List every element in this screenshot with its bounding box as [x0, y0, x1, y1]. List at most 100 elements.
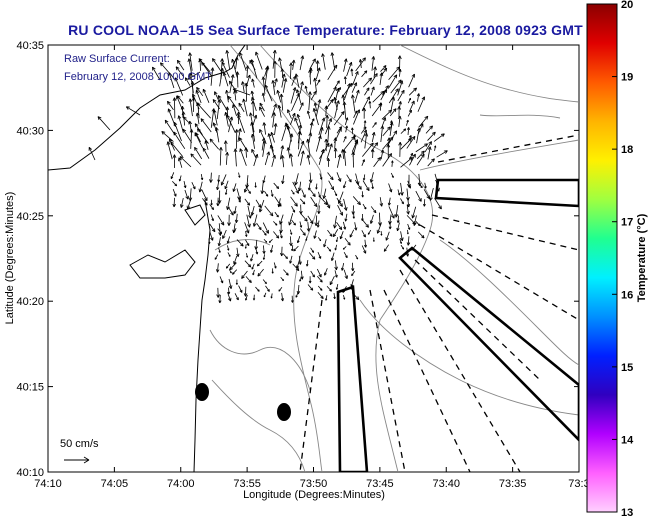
current-vector — [343, 295, 346, 300]
current-vector — [333, 215, 337, 229]
current-vector — [379, 197, 384, 207]
current-vector — [217, 228, 223, 235]
current-vector — [400, 244, 405, 250]
current-vector — [191, 182, 196, 190]
current-vector — [289, 112, 296, 125]
current-vector — [434, 145, 437, 151]
current-vector — [172, 97, 177, 119]
current-vector — [380, 125, 385, 143]
current-vector — [336, 172, 342, 182]
current-vector — [388, 66, 400, 80]
current-vector — [274, 211, 279, 218]
current-vector — [243, 286, 248, 297]
current-vector — [241, 81, 245, 93]
current-vector — [252, 214, 258, 227]
current-vector — [308, 69, 312, 85]
current-vector — [277, 104, 282, 118]
current-vector — [194, 132, 204, 149]
current-vector — [222, 72, 229, 87]
current-vector — [212, 58, 222, 71]
current-vector — [417, 96, 426, 112]
current-vector — [380, 149, 385, 160]
current-vector — [399, 238, 403, 244]
current-vector — [361, 159, 365, 166]
colorbar-label: Temperature (°C) — [636, 213, 648, 302]
current-vector — [398, 68, 402, 77]
current-vector — [309, 58, 316, 70]
current-vector — [235, 279, 239, 285]
current-vector — [313, 230, 317, 239]
current-vector — [218, 247, 221, 253]
current-vector — [397, 89, 405, 102]
current-vector — [315, 135, 322, 152]
current-vector — [417, 231, 425, 239]
current-vector — [225, 152, 229, 165]
x-tick-label: 73:50 — [300, 478, 328, 490]
current-vector — [389, 121, 394, 137]
current-vector — [287, 109, 292, 119]
current-vector — [219, 276, 224, 284]
current-vector — [330, 252, 335, 261]
current-vector — [236, 239, 244, 247]
current-vector — [219, 147, 223, 166]
current-vector — [243, 183, 249, 193]
current-vector — [363, 120, 367, 127]
x-axis-ticks: 74:10 74:05 74:00 73:55 73:50 73:45 73:40 73:35… — [34, 45, 590, 490]
colorbar-tick-label: 19 — [621, 72, 633, 84]
current-vector — [200, 118, 212, 133]
current-vector — [371, 182, 374, 190]
current-vector — [196, 102, 211, 119]
current-vector — [337, 153, 342, 168]
current-vector — [314, 215, 319, 226]
current-vector — [323, 268, 328, 276]
current-vector — [334, 244, 338, 251]
current-vector — [217, 237, 222, 247]
current-vector — [400, 231, 404, 242]
current-vector — [371, 132, 376, 143]
current-vector — [315, 183, 318, 190]
current-vector — [176, 59, 185, 71]
current-vector — [388, 74, 398, 88]
current-vector — [308, 276, 312, 284]
current-vector — [339, 231, 344, 240]
current-vector — [251, 263, 255, 270]
current-vector — [168, 138, 175, 151]
current-vector — [296, 260, 300, 269]
current-vector — [216, 99, 222, 120]
current-vector — [233, 255, 238, 265]
current-vector — [370, 206, 377, 214]
current-vector — [313, 102, 318, 112]
x-axis-label: Longitude (Degrees:Minutes) — [243, 489, 385, 501]
current-vector — [354, 179, 362, 190]
current-vector — [202, 88, 210, 103]
current-vector — [217, 174, 221, 183]
current-vector — [372, 237, 375, 242]
current-vector — [214, 254, 219, 260]
current-vector — [327, 172, 334, 181]
current-vector — [270, 245, 274, 253]
current-vector — [360, 129, 367, 143]
chart-title: RU COOL NOAA–15 Sea Surface Temperature:… — [68, 22, 583, 38]
current-vector — [227, 214, 231, 226]
current-vector — [335, 283, 339, 290]
current-vector — [262, 230, 267, 236]
current-vector — [343, 76, 347, 85]
current-vector — [177, 115, 184, 133]
current-vector — [416, 150, 425, 160]
current-vector — [346, 61, 353, 77]
current-vector — [197, 128, 209, 144]
current-vector — [400, 156, 413, 168]
current-vector — [333, 190, 338, 197]
colorbar — [586, 3, 618, 513]
current-vector — [210, 199, 213, 206]
current-vector — [210, 214, 215, 222]
current-vector — [351, 94, 356, 112]
current-vector — [167, 100, 174, 110]
current-vector — [280, 246, 284, 257]
current-vector — [183, 180, 187, 189]
current-vector — [321, 53, 326, 70]
current-vector — [290, 87, 297, 104]
current-vector — [315, 67, 321, 80]
current-vector — [294, 117, 302, 136]
current-vector — [367, 229, 372, 235]
